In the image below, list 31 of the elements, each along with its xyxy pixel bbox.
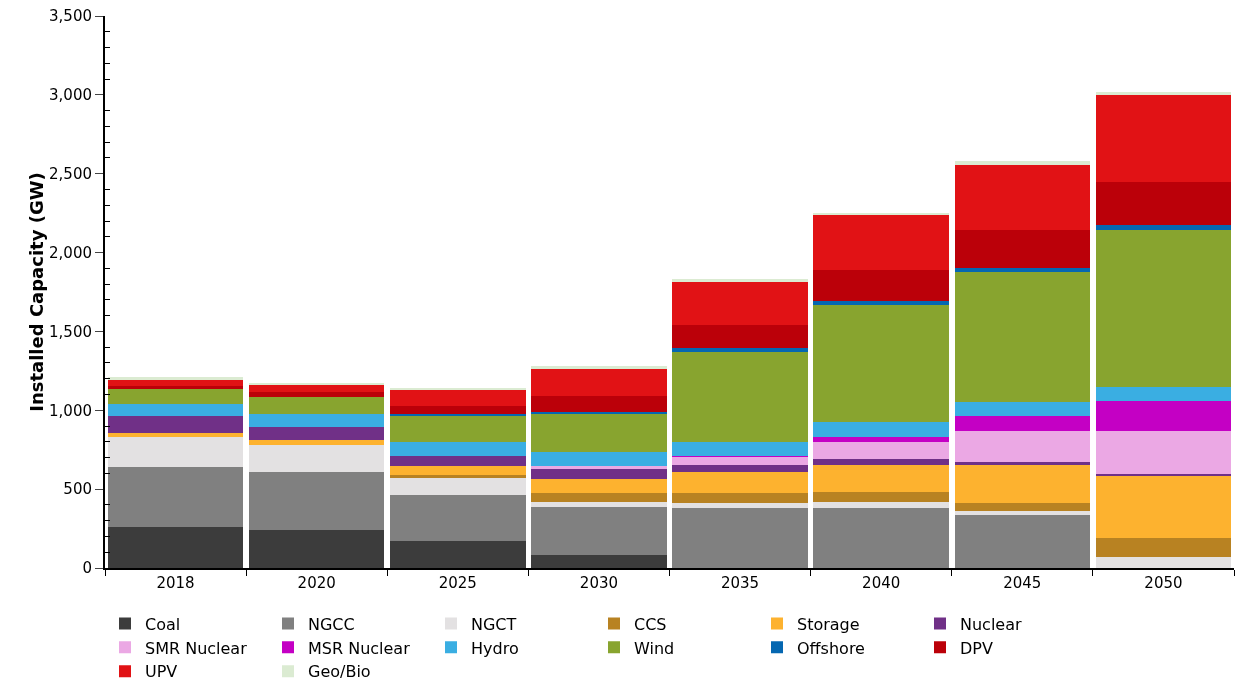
- y-tick-label: 2,000: [49, 243, 92, 262]
- legend-label: Storage: [797, 614, 860, 634]
- x-tick-label: 2025: [438, 574, 477, 592]
- x-tick-label: 2018: [156, 574, 195, 592]
- legend-label: DPV: [960, 638, 993, 658]
- legend-label: Offshore: [797, 638, 865, 658]
- legend-label: Hydro: [471, 638, 519, 658]
- x-tick-label: 2030: [579, 574, 619, 592]
- legend-label: Nuclear: [960, 614, 1022, 634]
- y-axis-title: Installed Capacity (GW): [26, 172, 48, 412]
- legend-label: MSR Nuclear: [308, 638, 411, 658]
- x-tick-label: 2045: [1003, 574, 1042, 592]
- legend-label: UPV: [145, 662, 178, 682]
- legend-label: Geo/Bio: [308, 662, 371, 682]
- legend-label: NGCT: [471, 614, 517, 634]
- y-tick-label: 1,500: [49, 322, 92, 341]
- y-tick-label: 3,000: [49, 86, 92, 105]
- x-tick-label: 2040: [862, 574, 901, 592]
- y-tick-label: 500: [63, 480, 92, 499]
- y-tick-label: 1,000: [49, 401, 92, 420]
- x-tick-label: 2020: [297, 574, 336, 592]
- legend-label: SMR Nuclear: [145, 638, 248, 658]
- legend-label: CCS: [634, 614, 667, 634]
- legend-label: NGCC: [308, 614, 355, 634]
- y-tick-label: 2,500: [49, 164, 92, 183]
- legend-label: Coal: [145, 614, 181, 634]
- y-tick-label: 0: [82, 559, 92, 578]
- y-tick-label: 3,500: [49, 7, 92, 26]
- x-tick-label: 2050: [1144, 574, 1183, 592]
- x-tick-label: 2035: [720, 574, 760, 592]
- legend-label: Wind: [634, 638, 675, 658]
